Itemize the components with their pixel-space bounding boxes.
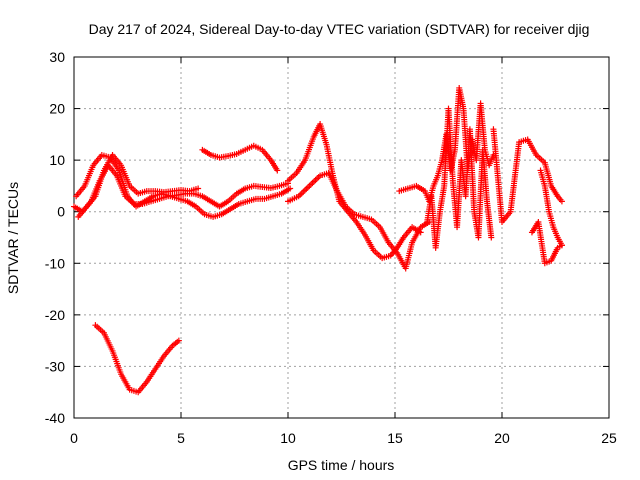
series-arc5 — [199, 142, 281, 174]
x-tick-label: 0 — [70, 430, 78, 446]
y-tick-labels: -40 -30 -20 -10 0 10 20 30 — [45, 49, 65, 426]
x-axis-label: GPS time / hours — [288, 457, 395, 473]
y-tick-label: 30 — [49, 49, 65, 65]
data-point — [175, 337, 182, 344]
y-tick-label: 10 — [49, 152, 65, 168]
x-tick-labels: 0 5 10 15 20 25 — [70, 430, 617, 446]
data-point — [287, 185, 294, 192]
data-point — [195, 185, 202, 192]
y-tick-label: -30 — [45, 358, 65, 374]
series-arc12 — [537, 167, 565, 249]
data-marks — [71, 84, 565, 396]
series-arc6 — [285, 121, 424, 262]
chart-title: Day 217 of 2024, Sidereal Day-to-day VTE… — [89, 21, 590, 37]
y-tick-label: -10 — [45, 255, 65, 271]
data-point — [274, 167, 281, 174]
series-arc3 — [75, 151, 202, 220]
x-tick-label: 5 — [177, 430, 185, 446]
plot-frame — [73, 56, 610, 419]
x-tick-label: 25 — [601, 430, 617, 446]
data-point — [558, 242, 565, 249]
grid — [74, 57, 609, 418]
x-tick-label: 10 — [280, 430, 296, 446]
y-tick-label: 20 — [49, 101, 65, 117]
axis-ticks — [73, 56, 610, 419]
y-tick-label: 0 — [57, 204, 65, 220]
series-arc10 — [490, 126, 565, 226]
data-point — [558, 198, 565, 205]
y-tick-label: -20 — [45, 307, 65, 323]
x-tick-label: 20 — [494, 430, 510, 446]
data-point — [488, 234, 495, 241]
y-tick-label: -40 — [45, 410, 65, 426]
series-arc4 — [92, 322, 182, 396]
x-tick-label: 15 — [387, 430, 403, 446]
series-arc9 — [424, 105, 495, 251]
series-arc7 — [285, 170, 433, 272]
y-axis-label: SDTVAR / TECUs — [5, 182, 21, 294]
